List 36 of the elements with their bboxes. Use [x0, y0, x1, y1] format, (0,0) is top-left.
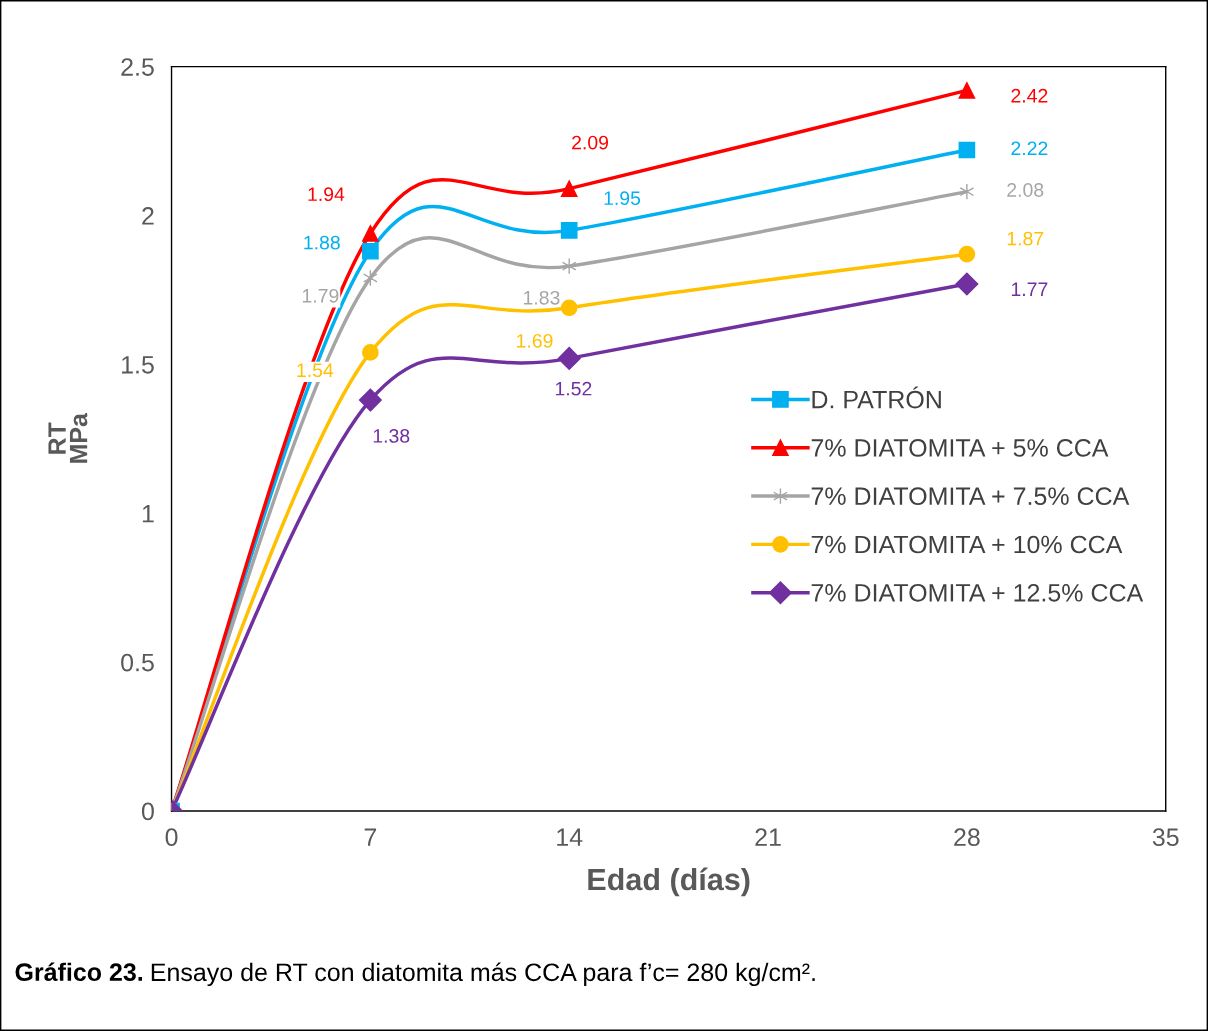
data-label: 2.08	[1007, 183, 1044, 197]
x-tick-label: 21	[755, 828, 781, 846]
data-label: 2.09	[572, 135, 609, 150]
data-label: 2.22	[1011, 141, 1048, 155]
y-tick-label: 2.5	[121, 58, 154, 76]
data-label: 1.52	[555, 381, 592, 396]
legend-label: 7% DIATOMITA + 5% CCA	[811, 439, 1109, 457]
data-label: 1.69	[517, 333, 553, 348]
data-label: 1.83	[523, 290, 560, 305]
x-tick-label: 35	[1152, 828, 1179, 847]
data-label: 1.54	[297, 363, 334, 378]
text: Ensayo de RT con diatomita más CCA para f’c= 280 kg/cm².	[151, 962, 815, 987]
y-tick-label: 0	[141, 802, 154, 821]
x-tick-label: 7	[364, 828, 377, 846]
legend-label: D. PATRÓN	[812, 386, 941, 409]
data-label: 1.79	[302, 288, 339, 303]
data-label: 1.38	[373, 429, 410, 443]
data-label: 1.88	[304, 235, 340, 250]
data-label: 1.94	[308, 187, 345, 202]
legend-label: 7% DIATOMITA + 12.5% CCA	[811, 583, 1144, 602]
y-axis-title: RT MPa	[48, 412, 88, 463]
x-axis-title: Edad (días)	[588, 867, 750, 897]
text: Gráfico 23.	[15, 962, 142, 982]
data-label: 2.42	[1011, 88, 1048, 103]
x-tick-label: 28	[954, 828, 980, 847]
x-tick-label: 14	[557, 828, 583, 846]
x-tick-label: 0	[165, 828, 178, 847]
y-tick-label: 1.5	[122, 356, 154, 374]
y-tick-label: 1	[142, 505, 154, 523]
y-tick-label: 0.5	[121, 653, 154, 672]
data-label: 1.95	[604, 191, 641, 206]
legend-label: 7% DIATOMITA + 10% CCA	[811, 535, 1123, 554]
data-label: 1.77	[1011, 282, 1048, 296]
legend-label: 7% DIATOMITA + 7.5% CCA	[811, 487, 1130, 506]
data-label: 1.87	[1007, 231, 1044, 246]
y-tick-label: 2	[142, 207, 154, 225]
